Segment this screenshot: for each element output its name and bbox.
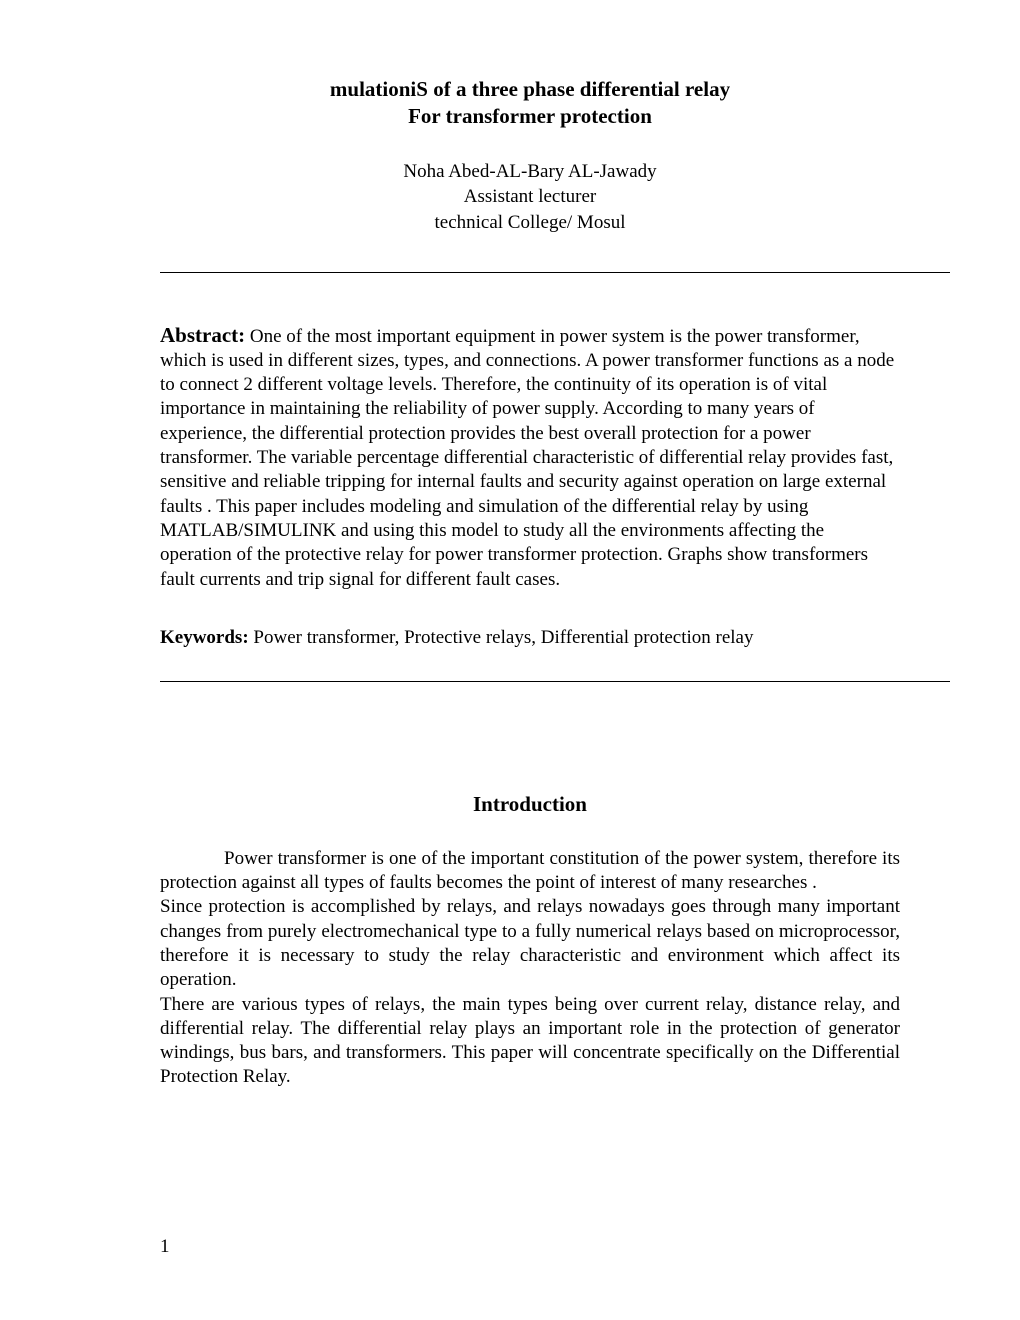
abstract-label: Abstract: — [160, 323, 245, 347]
abstract-text: One of the most important equipment in p… — [160, 326, 894, 590]
author-role: Assistant lecturer — [160, 184, 900, 210]
intro-para-1: Power transformer is one of the importan… — [160, 847, 900, 896]
page-number: 1 — [160, 1236, 170, 1258]
divider-top — [160, 272, 950, 273]
keywords-block: Keywords: Power transformer, Protective … — [160, 626, 900, 651]
author-block: Noha Abed-AL-Bary AL-Jawady Assistant le… — [160, 159, 900, 236]
author-affiliation: technical College/ Mosul — [160, 210, 900, 236]
author-name: Noha Abed-AL-Bary AL-Jawady — [160, 159, 900, 185]
divider-bottom — [160, 681, 950, 682]
abstract-block: Abstract: One of the most important equi… — [160, 323, 900, 592]
intro-para-2: Since protection is accomplished by rela… — [160, 895, 900, 992]
title-block: mulationiS of a three phase differential… — [160, 76, 900, 131]
keywords-label: Keywords: — [160, 627, 249, 648]
keywords-text: Power transformer, Protective relays, Di… — [249, 627, 754, 648]
title-line-2: For transformer protection — [160, 103, 900, 130]
intro-para-3: There are various types of relays, the m… — [160, 993, 900, 1090]
introduction-block: Power transformer is one of the importan… — [160, 847, 900, 1090]
title-line-1: mulationiS of a three phase differential… — [160, 76, 900, 103]
introduction-heading: Introduction — [160, 792, 900, 817]
